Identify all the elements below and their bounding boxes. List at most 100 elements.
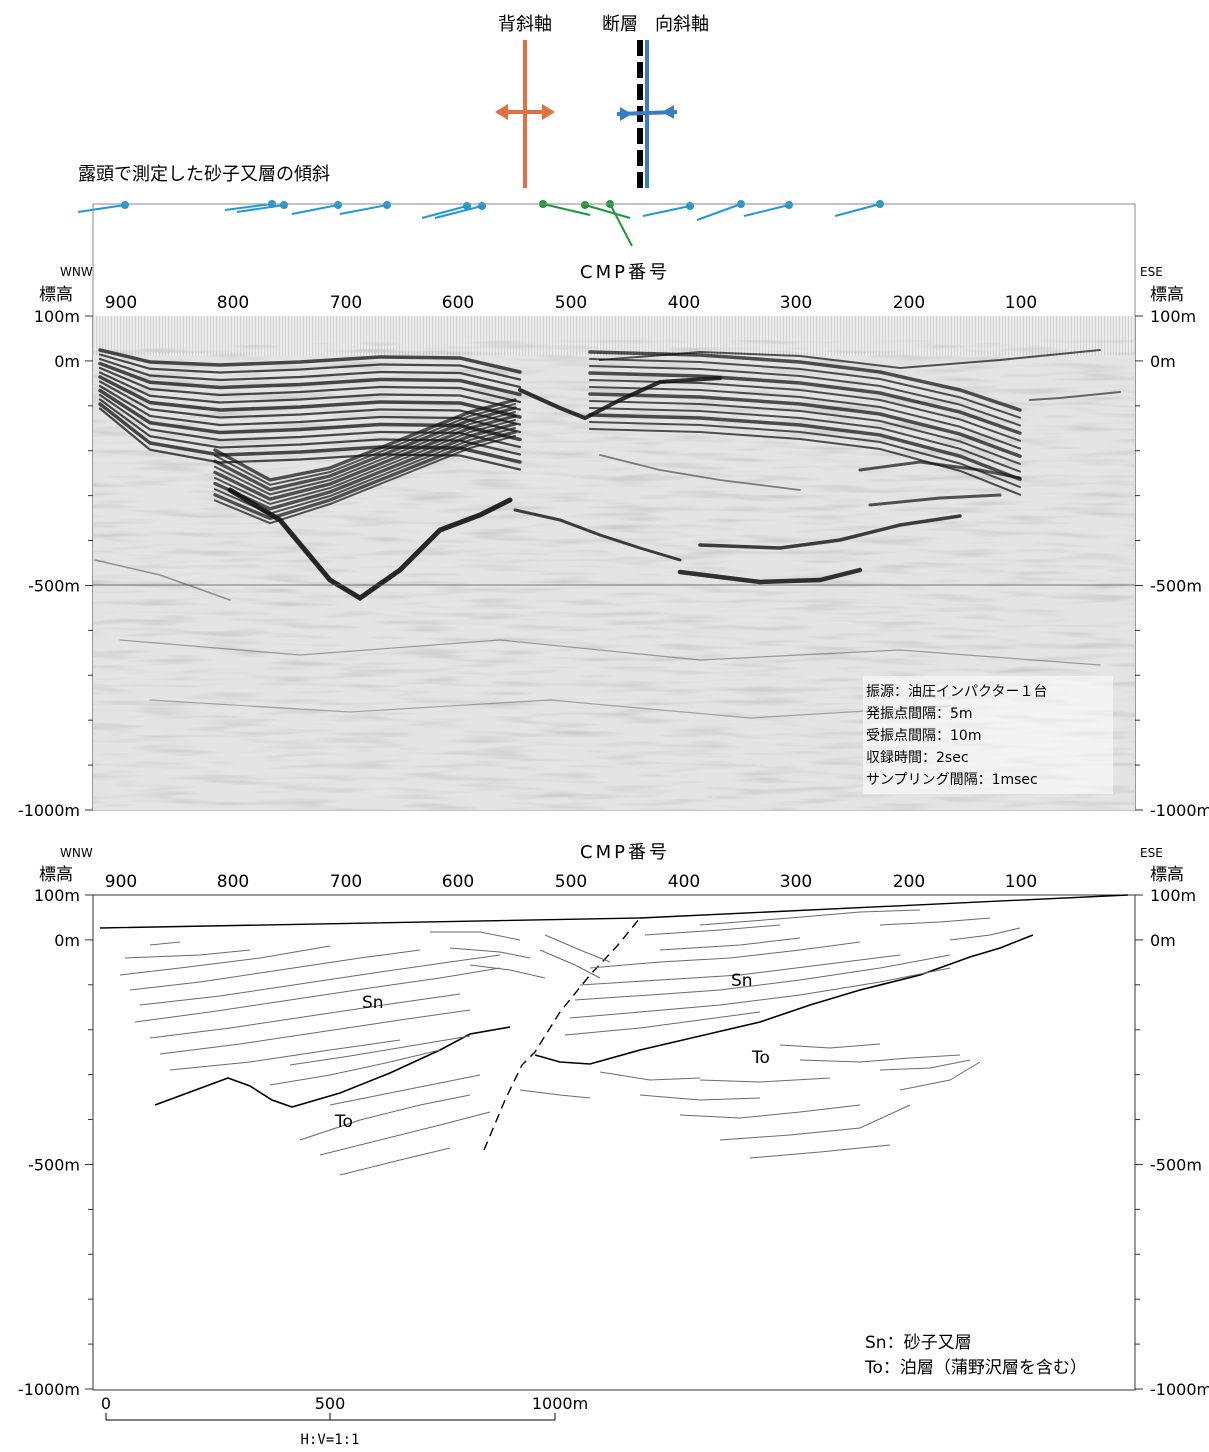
reflector-band [588,392,1022,458]
interp-cmp-ticks: 900 800 700 600 500 400 300 200 100 [105,872,1037,892]
cmp-tick-label: 800 [217,872,249,892]
bedding-trace [319,1111,491,1156]
dip-strike-line [421,205,468,219]
bedding-trace [539,949,601,979]
dip-strike-line [236,204,285,213]
seismic-cmp-ticks: 900 800 700 600 500 400 300 200 100 [105,293,1037,313]
reflector-band [588,413,1022,482]
reflector-band [94,559,231,601]
bedding-trace [644,924,781,936]
acquisition-parameters: 振源：油圧インパクター１台 発振点間隔：5m 受振点間隔：10m 収録時間：2s… [866,684,1047,788]
bedding-trace [519,1089,591,1099]
scale-bar: 0 500 1000m H:V=1:1 [101,1394,588,1448]
reflector-band [227,487,513,601]
bedding-trace [589,941,861,969]
bedding-trace [879,917,991,926]
bedding-trace [574,954,951,1001]
reflector-band [98,348,522,374]
dip-strike-line [743,204,790,217]
reflector-band [98,357,522,389]
reflector-band [98,375,522,419]
bedding-trace [779,1043,881,1049]
cmp-tick-label: 200 [893,872,925,892]
unit-label-sn-east: Sn [731,971,753,991]
acq-source: 振源：油圧インパクター１台 [866,684,1047,700]
cmp-tick-label: 100 [1005,872,1037,892]
elev-tick-label: -500m [1150,576,1202,595]
reflector-band [213,398,517,482]
dip-point [280,201,288,209]
dip-point [785,201,793,209]
fault-label: 断層 [602,14,638,35]
reflector-band [98,366,522,404]
cmp-tick-label: 400 [668,293,700,313]
bedding-trace [299,1094,471,1141]
interp-cmp-title: CMP番号 [580,842,670,863]
dip-strike-line [291,204,339,215]
bedding-trace [949,927,1021,941]
bedding-trace [169,1039,401,1071]
dip-strike-line [609,203,633,247]
unit-label-sn-west: Sn [362,993,384,1013]
reflector-band [214,411,516,496]
bedding-trace [579,954,901,986]
syncline-axis-label: 向斜軸 [655,14,709,35]
reflector-band [589,379,1021,442]
dip-strike-line [696,203,742,221]
bedding-trace [329,1074,481,1106]
seismic-section-panel: WNW ESE 標高 標高 CMP番号 900 800 700 600 500 400 30… [18,203,1209,820]
acq-record-length: 収録時間：2sec [866,750,969,766]
reflector-band [513,508,682,562]
bedding-trace [129,949,421,991]
elev-tick-label: 0m [54,352,80,371]
bedding-trace [149,993,461,1039]
bedding-trace [339,1147,451,1176]
scale-tick-500: 500 [315,1394,346,1413]
reflector-band [98,371,522,411]
interp-elevation-label-left: 標高 [39,865,73,885]
interpretation-panel: WNW ESE 標高 標高 CMP番号 900 800 700 600 500 400 30… [18,842,1209,1399]
seismic-elevation-label-left: 標高 [39,285,73,305]
elev-tick-label: -500m [28,1155,80,1174]
seismic-cmp-title: CMP番号 [580,262,670,283]
reflector-band [698,514,962,550]
anticline-axis-label: 背斜軸 [498,14,552,35]
acq-receiver-interval: 受振点間隔：10m [866,728,981,744]
bedding-trace [659,937,801,951]
elev-tick-label: 0m [1150,931,1176,950]
cmp-tick-label: 600 [442,293,474,313]
scale-ratio: H:V=1:1 [300,1432,359,1448]
dip-strike-line [642,205,691,217]
dip-point [334,201,342,209]
interp-ese-label: ESE [1140,846,1163,860]
dip-strike-line [542,203,591,216]
outcrop-dip-symbols [77,200,884,247]
bedding-trace [899,1061,981,1091]
cmp-tick-label: 700 [330,293,362,313]
reflector-band [589,365,1021,427]
bedding-trace [159,1009,471,1055]
seismic-wnw-label: WNW [60,265,93,279]
cmp-tick-label: 800 [217,293,249,313]
interp-elevation-label-right: 標高 [1150,865,1184,885]
elev-tick-label: -500m [1150,1155,1202,1174]
unit-label-to-east: To [751,1048,770,1068]
reflector-band [98,361,522,397]
reflector-band [213,430,517,521]
legend-to: To：泊層（蒲野沢層を含む） [864,1358,1087,1378]
interp-elevation-ticks-right: 100m 0m -500m -1000m [1134,886,1209,1399]
bedding-trace [599,1071,701,1081]
reflector-band [214,435,516,525]
dip-point [581,201,589,209]
reflector-band [589,400,1021,465]
reflector-band [149,699,951,719]
dip-strike-line [834,203,881,217]
reflector-band [677,567,863,585]
reflector-band [214,403,516,486]
bedding-trace [699,1077,831,1083]
sn-to-boundary-west [154,1026,511,1108]
dip-point [121,201,129,209]
elev-tick-label: -1000m [18,1380,80,1399]
reflector-band [213,414,517,502]
